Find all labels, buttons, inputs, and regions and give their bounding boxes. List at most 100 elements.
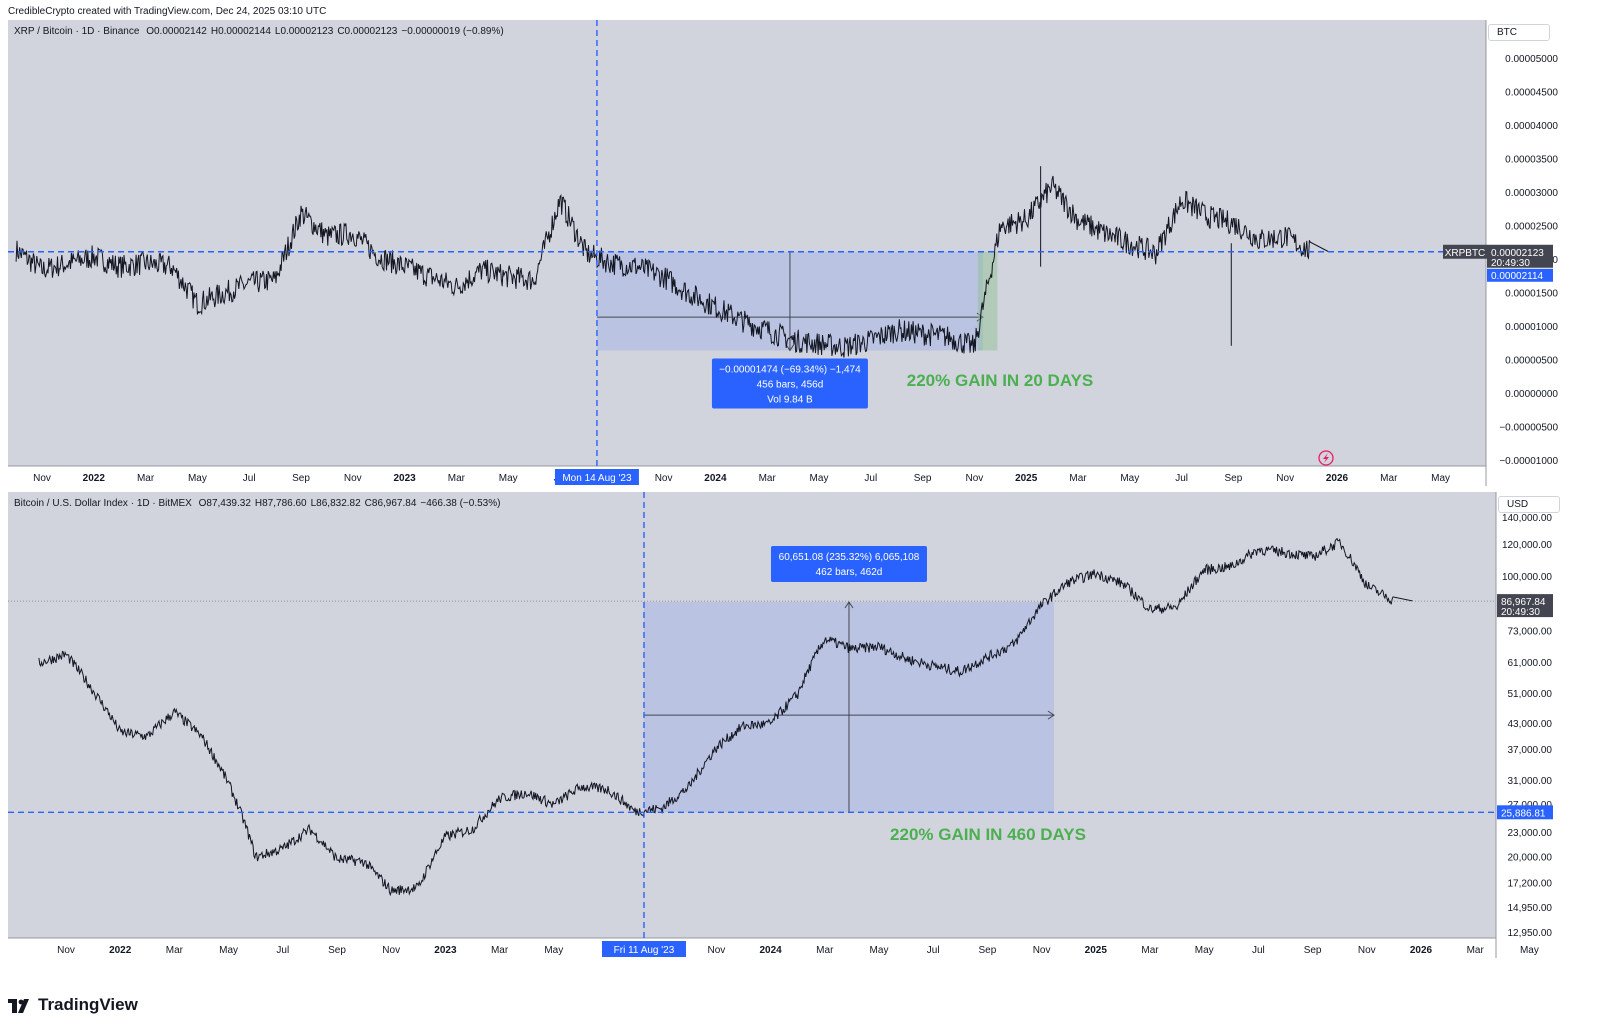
measure-arrowhead	[1047, 710, 1055, 720]
x-tick-label: Sep	[1225, 473, 1243, 484]
currency-unit-badge[interactable]: USD	[1498, 496, 1560, 513]
attribution: CredibleCrypto created with TradingView.…	[8, 6, 327, 17]
x-tick-label: Mar	[448, 473, 466, 484]
gain-annotation: 220% GAIN IN 460 DAYS	[890, 825, 1086, 844]
measure-info-line: Vol 9.84 B	[767, 394, 813, 405]
measure-arrowhead	[785, 344, 795, 352]
x-tick-label: Jul	[243, 473, 256, 484]
x-tick-label: Mar	[1467, 945, 1485, 956]
y-tick-label: 37,000.00	[1508, 745, 1553, 756]
x-tick-label: Mar	[816, 945, 834, 956]
measure-info-box	[711, 358, 868, 409]
measure-info-line: 60,651.08 (235.32%) 6,065,108	[779, 552, 920, 563]
x-tick-label: 2024	[759, 945, 782, 956]
last-price-tag-bg	[1497, 594, 1553, 618]
y-tick-label: 14,950.00	[1508, 903, 1553, 914]
x-tick-label: Nov	[57, 945, 75, 956]
x-tick-label: Sep	[914, 473, 932, 484]
ohlc-o: O87,439.32	[198, 498, 251, 509]
crosshair-date-label: Fri 11 Aug '23	[614, 945, 675, 956]
y-tick-label: 140,000.00	[1502, 513, 1552, 524]
ohlc-h: H0.00002144	[210, 26, 271, 37]
y-tick-label: 61,000.00	[1508, 658, 1553, 669]
y-tick-label: 73,000.00	[1508, 627, 1553, 638]
currency-unit-badge[interactable]: BTC	[1488, 24, 1550, 41]
x-tick-label: May	[810, 473, 829, 484]
y-tick-label: −0.00001000	[1499, 456, 1558, 467]
x-tick-label: May	[499, 473, 518, 484]
x-tick-label: 2025	[1085, 945, 1108, 956]
x-tick-label: May	[219, 945, 238, 956]
crosshair-date-label-bg	[554, 469, 639, 485]
x-tick-label: Nov	[655, 473, 673, 484]
support-price-tag-bg	[1497, 805, 1553, 820]
tradingview-logo[interactable]: TradingView	[8, 995, 138, 1015]
x-tick-label: Jul	[927, 945, 940, 956]
last-price-tag: 86,967.84	[1501, 597, 1546, 608]
measure-info-line: −0.00001474 (−69.34%) −1,474	[719, 364, 861, 375]
measure-info-line: 462 bars, 462d	[816, 567, 883, 578]
x-tick-label: 2022	[109, 945, 132, 956]
ohlc-change: −0.00000019 (−0.89%)	[401, 26, 504, 37]
y-tick-label: 43,000.00	[1508, 719, 1553, 730]
x-tick-label: 2023	[434, 945, 457, 956]
x-tick-label: Mar	[166, 945, 184, 956]
countdown-tag: 20:49:30	[1501, 607, 1540, 618]
x-tick-label: Mar	[137, 473, 155, 484]
y-tick-label: 0.00000500	[1505, 356, 1558, 367]
x-tick-label: May	[1195, 945, 1214, 956]
y-tick-label: −0.00000500	[1499, 423, 1558, 434]
symbol-price-tag: XRPBTC	[1445, 248, 1486, 259]
price-line	[38, 537, 1414, 897]
y-tick-label: 0.00002500	[1505, 222, 1558, 233]
y-tick-label: 120,000.00	[1502, 540, 1552, 551]
chart-panel-btcusd[interactable]: Nov 2022 Mar May Jul Sep Nov 2023 Mar May Jul Sep No…	[8, 492, 1592, 960]
chart-panel-xrpbtc[interactable]: Nov 2022 Mar May Jul Sep Nov 2023 Mar May Jul Sep No…	[8, 20, 1592, 486]
ohlc-l: L0.00002123	[274, 26, 334, 37]
x-tick-label: 2022	[83, 473, 106, 484]
last-price-tag-bg	[1487, 244, 1553, 268]
brand-name: TradingView	[38, 995, 138, 1014]
ohlc-c: C0.00002123	[337, 26, 398, 37]
x-tick-label: Nov	[708, 945, 726, 956]
x-tick-label: Sep	[328, 945, 346, 956]
ohlc-h: H87,786.60	[254, 498, 307, 509]
y-tick-label: 0.00003000	[1505, 188, 1558, 199]
crosshair-date-label: Mon 14 Aug '23	[562, 473, 632, 484]
symbol-legend: Bitcoin / U.S. Dollar Index · 1D · BitME…	[14, 498, 500, 509]
y-tick-label: 20,000.00	[1508, 852, 1553, 863]
measure-info-line: 456 bars, 456d	[757, 379, 824, 390]
y-tick-label: 17,200.00	[1508, 879, 1553, 890]
x-tick-label: May	[1120, 473, 1139, 484]
x-tick-label: May	[870, 945, 889, 956]
x-tick-label: Mar	[1380, 473, 1398, 484]
symbol-title: Bitcoin / U.S. Dollar Index · 1D · BitME…	[14, 498, 192, 509]
y-tick-label: 31,000.00	[1508, 776, 1553, 787]
x-tick-label: Mar	[1141, 945, 1159, 956]
price-line	[15, 175, 1330, 358]
x-tick-label: Mar	[759, 473, 777, 484]
ohlc-change: −466.38 (−0.53%)	[420, 498, 501, 509]
y-tick-label: 12,950.00	[1508, 928, 1553, 939]
x-tick-label: Nov	[33, 473, 51, 484]
y-tick-label: 0.00005000	[1505, 54, 1558, 65]
btcusd-chart-svg[interactable]: Nov 2022 Mar May Jul Sep Nov 2023 Mar May Jul Sep No…	[8, 492, 1592, 960]
y-tick-label: 51,000.00	[1508, 689, 1553, 700]
lightning-icon	[1323, 453, 1329, 463]
x-tick-label: May	[1431, 473, 1450, 484]
x-tick-label: Nov	[1276, 473, 1294, 484]
x-tick-label: Mar	[1069, 473, 1087, 484]
ohlc-o: O0.00002142	[146, 26, 207, 37]
last-price-tag: 0.00002123	[1491, 248, 1544, 259]
gain-range-box	[977, 251, 998, 351]
x-tick-label: Sep	[292, 473, 310, 484]
y-tick-label: 0.00001500	[1505, 289, 1558, 300]
x-tick-label: Sep	[979, 945, 997, 956]
y-tick-label: 0.00000000	[1505, 389, 1558, 400]
x-tick-label: 2026	[1410, 945, 1433, 956]
x-tick-label: Jul	[1175, 473, 1188, 484]
x-tick-label: Jul	[1252, 945, 1265, 956]
countdown-tag: 20:49:30	[1491, 258, 1530, 269]
xrpbtc-chart-svg[interactable]: Nov 2022 Mar May Jul Sep Nov 2023 Mar May Jul Sep No…	[8, 20, 1592, 486]
gain-annotation: 220% GAIN IN 20 DAYS	[907, 371, 1093, 390]
